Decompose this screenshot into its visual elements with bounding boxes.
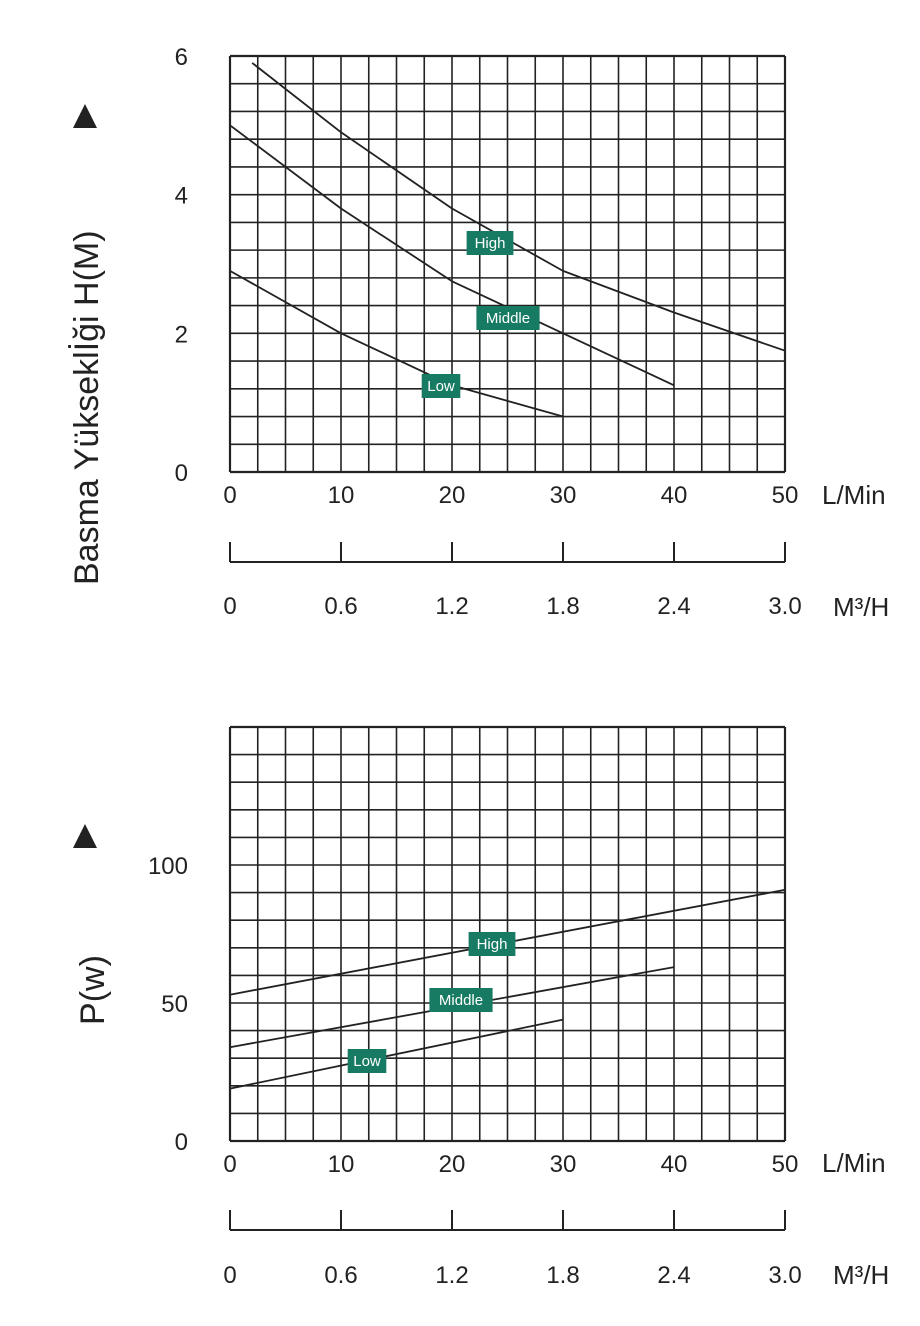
head-secondary-tick-label: 0.6 — [324, 593, 357, 620]
power-series-tag-middle: Middle — [429, 988, 493, 1012]
head-series-tag-high: High — [466, 231, 514, 255]
head-y-tick-label: 4 — [175, 183, 188, 210]
head-series-tag-low: Low — [421, 374, 461, 398]
head-secondary-tick-label: 0 — [223, 593, 236, 620]
head-series-line-low — [229, 270, 564, 418]
power-x-tick-label: 0 — [223, 1151, 236, 1178]
head-secondary-tick-label: 3.0 — [768, 593, 801, 620]
power-x-tick-label: 50 — [772, 1151, 799, 1178]
power-series-tag-bg — [468, 932, 516, 956]
head-chart: 0 2 4 6 0 10 20 30 40 50 0 0.6 1.2 1.8 2.4 3.0 High Mi… — [68, 44, 889, 622]
head-secondary-tick-label: 1.8 — [546, 593, 579, 620]
power-secondary-tick-label: 1.8 — [546, 1262, 579, 1289]
power-x-tick-label: 40 — [661, 1151, 688, 1178]
power-chart-grid — [228, 725, 787, 1143]
power-series-tag-label: Low — [353, 1053, 381, 1070]
power-series-tag-bg — [347, 1049, 387, 1073]
head-series-tag-label: Middle — [486, 310, 530, 327]
head-series-tag-middle: Middle — [476, 306, 540, 330]
head-chart-series-tags: High Middle Low — [421, 231, 540, 398]
power-chart-x-unit: L/Min — [822, 1148, 886, 1178]
head-secondary-tick-label: 1.2 — [435, 593, 468, 620]
head-series-tag-bg — [466, 231, 514, 255]
head-chart-y-tick-labels: 0 2 4 6 — [175, 44, 188, 487]
head-chart-secondary-axis: 0 0.6 1.2 1.8 2.4 3.0 — [223, 542, 802, 620]
power-chart-y-tick-labels: 0 50 100 — [148, 853, 188, 1156]
head-axis-arrow-icon — [73, 104, 97, 128]
power-chart-x-tick-labels: 0 10 20 30 40 50 — [223, 1151, 798, 1178]
head-series-tag-label: Low — [427, 378, 455, 395]
power-y-tick-label: 100 — [148, 853, 188, 880]
head-y-tick-label: 0 — [175, 460, 188, 487]
head-secondary-tick-label: 2.4 — [657, 593, 690, 620]
power-series-tag-bg — [429, 988, 493, 1012]
power-axis-arrow-icon — [73, 824, 97, 848]
power-secondary-tick-label: 3.0 — [768, 1262, 801, 1289]
power-secondary-tick-label: 1.2 — [435, 1262, 468, 1289]
power-chart-series-tags: High Middle Low — [347, 932, 516, 1073]
head-chart-x-tick-labels: 0 10 20 30 40 50 — [223, 482, 798, 509]
head-chart-secondary-unit: M³/H — [833, 592, 889, 622]
head-chart-y-axis-label: Basma Yükseklİği H(M) — [68, 230, 106, 585]
head-series-line-middle — [229, 124, 675, 387]
power-series-tag-label: High — [477, 936, 508, 953]
power-secondary-tick-label: 2.4 — [657, 1262, 690, 1289]
power-secondary-tick-label: 0.6 — [324, 1262, 357, 1289]
head-series-tag-bg — [476, 306, 540, 330]
power-chart-y-axis-label: P(w) — [74, 955, 112, 1025]
power-y-tick-label: 50 — [161, 991, 188, 1018]
power-x-tick-label: 20 — [439, 1151, 466, 1178]
head-x-tick-label: 50 — [772, 482, 799, 509]
head-y-tick-label: 2 — [175, 321, 188, 348]
head-x-tick-label: 20 — [439, 482, 466, 509]
power-x-tick-label: 10 — [328, 1151, 355, 1178]
power-series-tag-low: Low — [347, 1049, 387, 1073]
head-x-tick-label: 30 — [550, 482, 577, 509]
head-x-tick-label: 0 — [223, 482, 236, 509]
head-y-tick-label: 6 — [175, 44, 188, 71]
power-series-tag-label: Middle — [439, 992, 483, 1009]
head-x-tick-label: 40 — [661, 482, 688, 509]
head-chart-grid — [228, 54, 787, 474]
power-y-tick-label: 0 — [175, 1129, 188, 1156]
head-x-tick-label: 10 — [328, 482, 355, 509]
power-chart: 0 50 100 0 10 20 30 40 50 0 0.6 1.2 1.8 2.4 3.0 High… — [73, 725, 889, 1290]
power-chart-secondary-axis: 0 0.6 1.2 1.8 2.4 3.0 — [223, 1210, 802, 1289]
head-series-tag-label: High — [475, 235, 506, 252]
power-x-tick-label: 30 — [550, 1151, 577, 1178]
head-chart-x-unit: L/Min — [822, 480, 886, 510]
head-series-tag-bg — [421, 374, 461, 398]
power-chart-secondary-unit: M³/H — [833, 1260, 889, 1290]
power-series-line-low — [229, 1018, 564, 1090]
power-secondary-tick-label: 0 — [223, 1262, 236, 1289]
power-series-tag-high: High — [468, 932, 516, 956]
